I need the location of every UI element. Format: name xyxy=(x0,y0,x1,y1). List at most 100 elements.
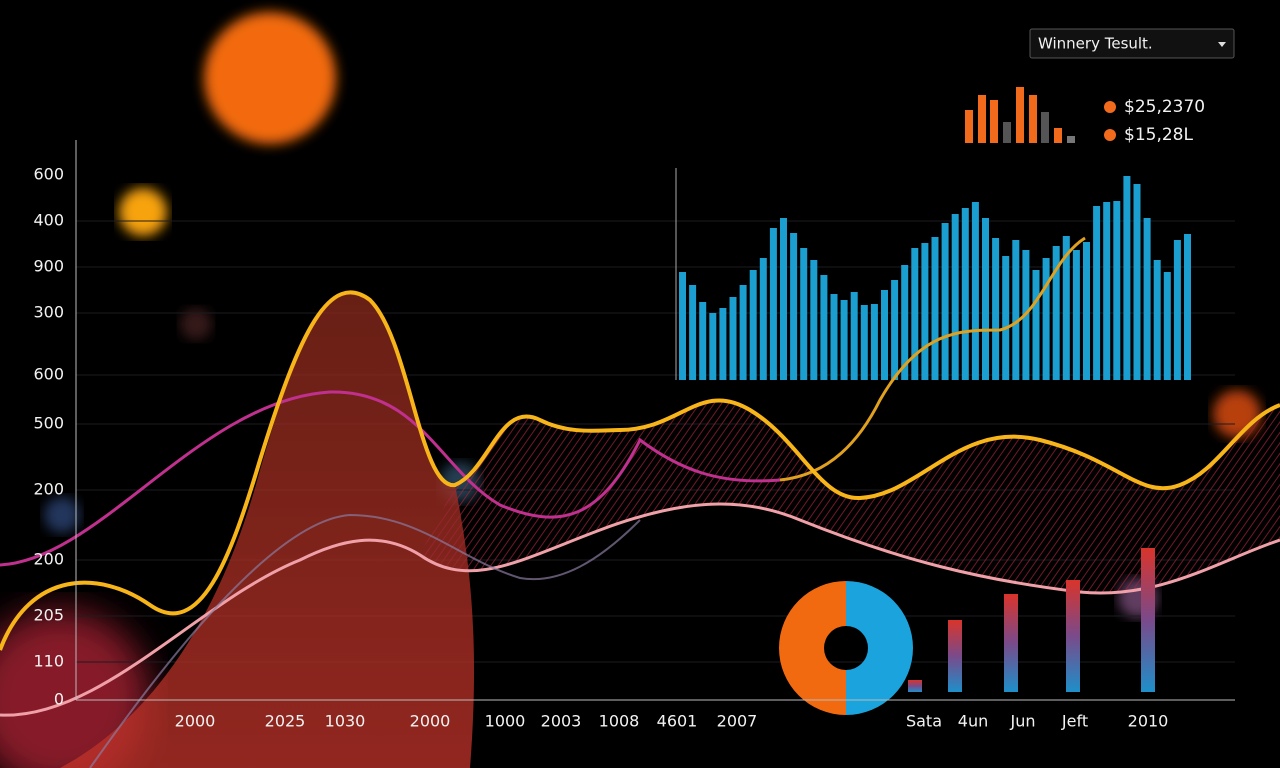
x-tick-label: 1030 xyxy=(325,712,366,731)
dropdown[interactable]: Winnery Tesult. xyxy=(1029,28,1235,59)
bar xyxy=(719,308,727,380)
y-tick-label: 110 xyxy=(33,652,64,671)
bar xyxy=(1143,218,1151,380)
legend-marker xyxy=(1104,101,1116,113)
bar xyxy=(860,305,868,380)
bar xyxy=(1153,260,1161,380)
x-tick-label: 4601 xyxy=(657,712,698,731)
x-tick-label: 1008 xyxy=(599,712,640,731)
bar xyxy=(1083,242,1090,380)
bar xyxy=(1054,128,1062,143)
bar xyxy=(1041,112,1049,143)
bar xyxy=(1067,136,1075,143)
bar xyxy=(1062,236,1070,380)
x-tick-label: 2025 xyxy=(265,712,306,731)
bar xyxy=(965,110,973,143)
x-tick-label: 2000 xyxy=(175,712,216,731)
glow xyxy=(180,308,212,340)
bar xyxy=(911,248,919,380)
x-tick-label: Jun xyxy=(1010,712,1036,731)
bar xyxy=(908,680,922,692)
y-tick-label: 300 xyxy=(33,303,64,322)
glow xyxy=(44,497,80,533)
bar xyxy=(1173,240,1181,380)
x-tick-label: 2003 xyxy=(541,712,582,731)
bar xyxy=(709,313,717,380)
bar xyxy=(689,285,697,380)
bar xyxy=(1012,240,1020,380)
bar xyxy=(1066,580,1080,692)
bar xyxy=(1113,201,1121,380)
bar xyxy=(729,297,737,380)
bar xyxy=(1003,122,1011,143)
glow xyxy=(204,12,336,144)
bar xyxy=(992,238,1000,380)
bar xyxy=(971,202,979,380)
y-tick-label: 205 xyxy=(33,606,64,625)
x-tick-label: 1000 xyxy=(485,712,526,731)
bar xyxy=(759,258,767,380)
bar xyxy=(978,95,986,143)
curve xyxy=(89,513,641,768)
bar xyxy=(1123,176,1131,380)
x-tick-label: 2007 xyxy=(717,712,758,731)
bar xyxy=(850,292,858,380)
bar xyxy=(990,100,998,143)
glow xyxy=(119,188,167,236)
bar xyxy=(1163,272,1171,380)
bar xyxy=(790,233,798,380)
bar xyxy=(1004,594,1018,692)
bar xyxy=(931,237,939,380)
bar xyxy=(1032,270,1040,380)
curve xyxy=(0,390,781,567)
bar xyxy=(1141,548,1155,692)
dropdown-arrow xyxy=(1218,42,1226,47)
x-tick-label: 2010 xyxy=(1128,712,1169,731)
y-tick-label: 0 xyxy=(54,690,64,709)
bar xyxy=(840,300,848,380)
bar xyxy=(1133,184,1141,380)
bar xyxy=(1002,256,1010,380)
bar xyxy=(800,248,808,380)
bar xyxy=(982,218,989,380)
bar xyxy=(1103,202,1111,380)
bar xyxy=(951,214,959,380)
bar xyxy=(1093,206,1101,380)
curve xyxy=(779,236,1086,482)
x-tick-label: 4un xyxy=(958,712,988,731)
bar xyxy=(769,228,777,380)
legend-label: $15,28L xyxy=(1124,125,1193,145)
bar xyxy=(1052,246,1060,380)
bar xyxy=(901,265,909,380)
x-tick-label: 2000 xyxy=(410,712,451,731)
curve xyxy=(0,290,1280,651)
bar xyxy=(870,304,878,380)
legend-label: $25,2370 xyxy=(1124,97,1205,117)
donut-segment xyxy=(846,581,913,715)
bar xyxy=(699,302,707,380)
legend-marker xyxy=(1104,129,1116,141)
bar xyxy=(679,272,686,380)
y-tick-label: 900 xyxy=(33,257,64,276)
y-tick-label: 200 xyxy=(33,550,64,569)
glow xyxy=(0,610,150,768)
dropdown-label: Winnery Tesult. xyxy=(1038,35,1153,53)
y-tick-label: 500 xyxy=(33,414,64,433)
bar xyxy=(941,223,949,380)
bar xyxy=(830,294,838,380)
bar xyxy=(749,270,757,380)
area xyxy=(60,292,475,768)
bar xyxy=(739,285,747,380)
bar xyxy=(1184,234,1191,380)
y-tick-label: 200 xyxy=(33,480,64,499)
bar xyxy=(1029,95,1037,143)
bar xyxy=(1072,250,1080,380)
y-tick-label: 600 xyxy=(33,365,64,384)
bar xyxy=(1016,87,1024,143)
bar xyxy=(881,290,888,380)
y-tick-label: 400 xyxy=(33,211,64,230)
bar xyxy=(891,280,899,380)
x-tick-label: Sata xyxy=(906,712,942,731)
